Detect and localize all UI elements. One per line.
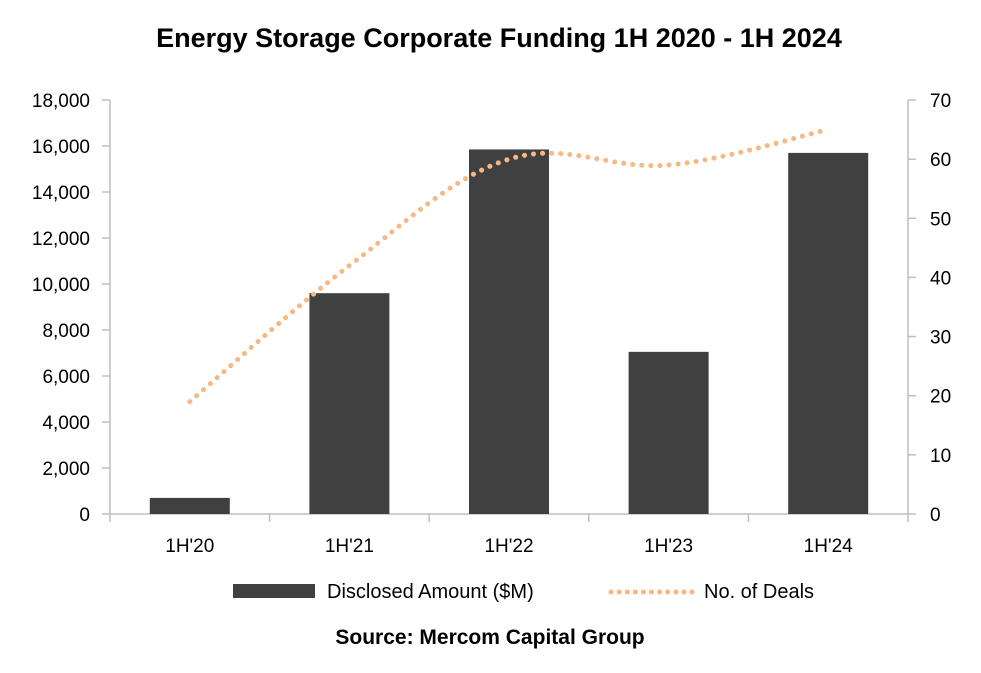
bar (149, 497, 230, 514)
right-axis-tick-label: 20 (930, 387, 951, 408)
left-axis-tick-label: 16,000 (32, 137, 90, 158)
bar (788, 152, 869, 514)
left-axis-tick-label: 10,000 (32, 275, 90, 296)
x-axis-tick-label: 1H'21 (325, 536, 374, 557)
right-axis-tick-label: 70 (930, 91, 951, 112)
legend-label-deals: No. of Deals (704, 581, 814, 603)
x-axis-tick-label: 1H'20 (165, 536, 214, 557)
deals-line (187, 127, 831, 405)
left-axis-tick-label: 8,000 (42, 321, 90, 342)
chart-title: Energy Storage Corporate Funding 1H 2020… (156, 23, 842, 53)
left-axis-tick-label: 4,000 (42, 413, 90, 434)
left-axis-tick-label: 14,000 (32, 183, 90, 204)
legend-swatch-amount (233, 584, 315, 598)
bar (628, 351, 709, 514)
bar (469, 149, 549, 514)
x-axis-tick-label: 1H'24 (804, 536, 853, 557)
plot-area: 0 2,000 4,000 6,000 8,000 10,000 12,000 14,000 1… (32, 91, 951, 557)
left-axis-tick-label: 12,000 (32, 229, 90, 250)
right-axis-tick-label: 60 (930, 150, 951, 171)
right-axis-tick-label: 50 (930, 209, 951, 230)
left-axis-tick-label: 0 (79, 505, 90, 526)
left-axis-tick-label: 2,000 (42, 459, 90, 480)
right-axis-tick-label: 10 (930, 446, 951, 467)
legend-label-amount: Disclosed Amount ($M) (327, 581, 534, 603)
right-axis-tick-label: 30 (930, 328, 951, 349)
bar (309, 293, 390, 514)
left-axis-tick-label: 6,000 (42, 367, 90, 388)
x-axis-tick-label: 1H'23 (644, 536, 693, 557)
legend: Disclosed Amount ($M) No. of Deals (233, 581, 814, 603)
right-axis-tick-label: 0 (930, 505, 941, 526)
right-axis-tick-label: 40 (930, 268, 951, 289)
x-axis-tick-label: 1H'22 (484, 536, 533, 557)
chart-source: Source: Mercom Capital Group (335, 626, 644, 649)
left-axis-tick-label: 18,000 (32, 91, 90, 112)
